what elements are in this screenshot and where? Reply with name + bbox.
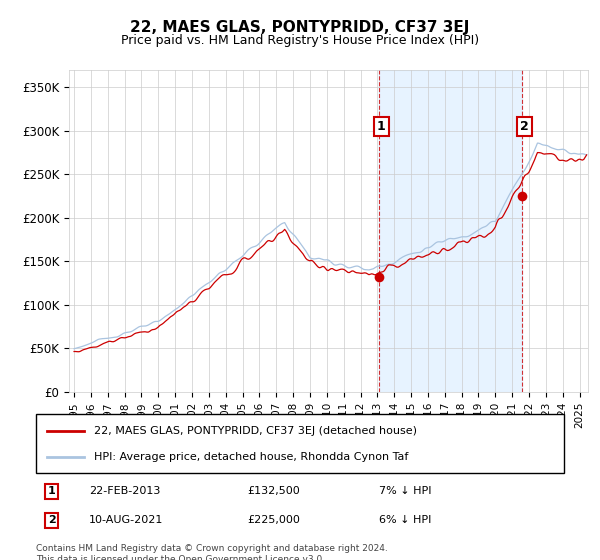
Text: 2: 2 [520,120,529,133]
Text: 1: 1 [48,487,56,496]
Text: £132,500: £132,500 [247,487,300,496]
Text: 22-FEB-2013: 22-FEB-2013 [89,487,160,496]
Text: Contains HM Land Registry data © Crown copyright and database right 2024.
This d: Contains HM Land Registry data © Crown c… [36,544,388,560]
Text: 7% ↓ HPI: 7% ↓ HPI [379,487,432,496]
Text: £225,000: £225,000 [247,515,300,525]
Text: 1: 1 [377,120,386,133]
Text: Price paid vs. HM Land Registry's House Price Index (HPI): Price paid vs. HM Land Registry's House … [121,34,479,46]
Text: HPI: Average price, detached house, Rhondda Cynon Taf: HPI: Average price, detached house, Rhon… [94,452,409,462]
Text: 6% ↓ HPI: 6% ↓ HPI [379,515,431,525]
Text: 22, MAES GLAS, PONTYPRIDD, CF37 3EJ: 22, MAES GLAS, PONTYPRIDD, CF37 3EJ [130,20,470,35]
Bar [379,70,522,392]
FancyBboxPatch shape [36,414,564,473]
Text: 22, MAES GLAS, PONTYPRIDD, CF37 3EJ (detached house): 22, MAES GLAS, PONTYPRIDD, CF37 3EJ (det… [94,426,417,436]
Text: 2: 2 [48,515,56,525]
Text: 10-AUG-2021: 10-AUG-2021 [89,515,163,525]
